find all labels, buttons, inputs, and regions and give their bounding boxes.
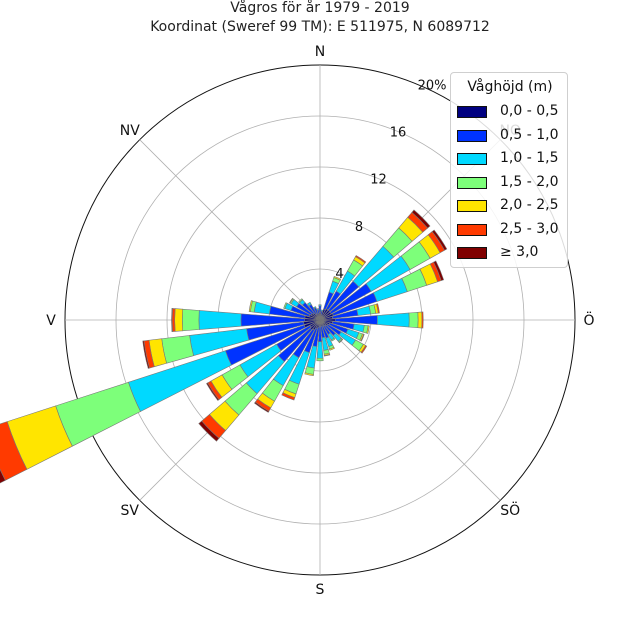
rose-bar-segment: [320, 309, 324, 312]
rose-bar-segment: [281, 392, 296, 401]
legend-swatch: [457, 106, 487, 118]
rose-bar-segment: [316, 341, 324, 359]
chart-title: Vågros för år 1979 - 2019: [230, 0, 410, 16]
rose-bar-segment: [298, 298, 304, 304]
rose-bar-segment: [318, 304, 322, 307]
legend-swatch: [457, 200, 487, 212]
legend-label: 1,5 - 2,0: [500, 173, 559, 190]
legend-swatch: [457, 247, 487, 259]
rose-bar-segment: [316, 357, 324, 362]
rose-bar-segment: [433, 260, 445, 281]
legend-swatch: [457, 176, 487, 189]
rose-bar-segment: [161, 335, 194, 364]
rose-bar-segment: [431, 229, 448, 251]
direction-label: SV: [121, 503, 140, 519]
rose-bar-segment: [55, 381, 141, 447]
legend-label: ≥ 3,0: [500, 244, 539, 260]
rose-bar-segment: [338, 338, 344, 344]
rose-bar-segment: [254, 401, 270, 413]
legend: Våghöjd (m) 0,0 - 0,5 0,5 - 1,0 1,0 - 1,5 1…: [450, 72, 568, 268]
rose-bar-segment: [313, 306, 317, 310]
rose-bar-segment: [198, 310, 242, 330]
rose-bar-segment: [248, 300, 253, 313]
rose-bar-segment: [306, 301, 312, 307]
rose-bar-segment: [360, 333, 365, 342]
rose-bar-segment: [421, 311, 424, 329]
rose-bar-segment: [304, 372, 314, 377]
rose-bar-segment: [174, 308, 184, 332]
radial-tick-label: 16: [390, 126, 407, 141]
polar-labels: NNOÖSÖSSVVNV48121620%: [46, 44, 594, 598]
radial-tick-label: 12: [370, 173, 387, 188]
legend-label: 0,5 - 1,0: [500, 126, 559, 143]
rose-bar-segment: [408, 311, 419, 329]
legend-swatch: [457, 223, 487, 236]
rose-bar-segment: [198, 420, 220, 442]
grid-spoke: [319, 319, 501, 501]
rose-bar-segment: [355, 255, 367, 264]
legend-label: 2,0 - 2,5: [500, 197, 559, 213]
rose-bar-segment: [323, 353, 331, 357]
rose-bar-segment: [142, 340, 150, 369]
legend-swatch: [457, 129, 487, 142]
rose-bar-segment: [352, 323, 365, 333]
direction-label: S: [316, 582, 325, 598]
rose-bar-segment: [417, 311, 423, 329]
rose-bar-segment: [366, 325, 370, 334]
direction-label: SÖ: [500, 501, 520, 519]
rose-bar-segment: [171, 308, 173, 332]
rose-bar-segment: [330, 337, 336, 342]
legend-title: Våghöjd (m): [467, 79, 553, 95]
rose-bar-segment: [289, 297, 294, 304]
rose-bar-segment: [329, 346, 335, 351]
direction-label: N: [315, 44, 325, 60]
rose-bar-segment: [411, 209, 431, 229]
rose-bar-segment: [0, 468, 6, 484]
rose-bar-segment: [316, 308, 320, 311]
radial-tick-label: 4: [335, 267, 343, 282]
legend-label: 1,0 - 1,5: [500, 150, 559, 166]
radial-tick-label: 20%: [418, 78, 447, 93]
rose-bar-segment: [253, 301, 272, 315]
radial-tick-label: 8: [355, 220, 363, 235]
rose-bar-segment: [206, 382, 220, 401]
rose-bar-segment: [283, 302, 288, 309]
direction-label: Ö: [583, 311, 594, 329]
direction-label: V: [46, 313, 56, 329]
direction-label: NV: [120, 123, 140, 139]
rose-bar-segment: [181, 308, 200, 332]
rose-bar-segment: [376, 303, 380, 314]
chart-subtitle: Koordinat (Sweref 99 TM): E 511975, N 60…: [150, 19, 490, 35]
wind-rose-bars: [0, 209, 448, 484]
rose-bar-segment: [333, 275, 342, 281]
legend-label: 2,5 - 3,0: [500, 220, 559, 237]
legend-swatch: [457, 153, 487, 165]
rose-bar-segment: [360, 345, 368, 354]
grid-spoke: [139, 139, 321, 321]
rose-bar-segment: [376, 312, 410, 328]
legend-label: 0,0 - 0,5: [500, 103, 559, 119]
